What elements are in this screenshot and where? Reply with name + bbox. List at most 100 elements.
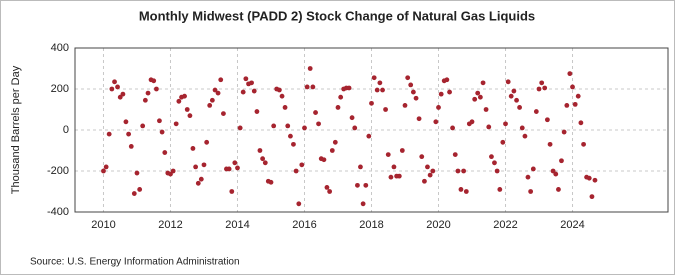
- y-tick-label: -400: [47, 206, 69, 218]
- point: [385, 152, 391, 158]
- point: [109, 86, 115, 92]
- point: [572, 101, 578, 107]
- point: [489, 154, 494, 160]
- point: [307, 66, 313, 71]
- point: [483, 107, 489, 112]
- point: [173, 121, 179, 127]
- point: [463, 189, 469, 194]
- point: [142, 97, 148, 103]
- point: [477, 94, 483, 100]
- point: [422, 178, 427, 184]
- point: [201, 162, 207, 168]
- point: [433, 119, 439, 125]
- point: [157, 118, 162, 124]
- point: [503, 121, 508, 127]
- point: [405, 75, 411, 81]
- point: [327, 189, 333, 194]
- point: [115, 84, 120, 90]
- point: [288, 133, 293, 139]
- point: [329, 148, 335, 153]
- point: [302, 125, 307, 131]
- point: [184, 107, 190, 112]
- point: [123, 119, 129, 125]
- point: [221, 111, 226, 116]
- x-tick-label: 2010: [91, 219, 115, 231]
- point: [162, 150, 168, 155]
- point: [358, 164, 363, 170]
- point: [438, 91, 444, 97]
- point: [276, 87, 282, 93]
- point: [226, 166, 232, 172]
- point: [380, 87, 385, 93]
- point: [505, 79, 511, 85]
- point: [559, 158, 564, 164]
- point: [310, 84, 316, 90]
- point: [134, 170, 140, 176]
- point: [475, 90, 481, 96]
- point: [207, 103, 213, 108]
- point: [249, 80, 254, 86]
- point: [377, 80, 383, 86]
- point: [578, 120, 584, 126]
- point: [285, 123, 291, 129]
- point: [497, 187, 503, 192]
- point: [251, 88, 257, 94]
- point: [128, 144, 134, 149]
- point: [182, 93, 187, 99]
- x-tick-label: 2020: [426, 219, 450, 231]
- point: [260, 156, 266, 162]
- x-tick-label: 2012: [158, 219, 182, 231]
- point: [282, 105, 288, 110]
- point: [316, 121, 321, 127]
- point: [299, 162, 305, 168]
- point: [528, 189, 534, 194]
- point: [212, 87, 218, 93]
- chart-title: Monthly Midwest (PADD 2) Stock Change of…: [139, 8, 535, 23]
- point: [416, 116, 422, 122]
- point: [369, 100, 374, 106]
- point: [514, 97, 519, 103]
- point: [131, 191, 137, 196]
- x-tick-label: 2024: [560, 219, 584, 231]
- point: [332, 139, 338, 145]
- point: [450, 125, 455, 131]
- point: [304, 84, 310, 90]
- point: [296, 201, 302, 207]
- point: [413, 95, 419, 101]
- point: [458, 187, 464, 192]
- point: [575, 93, 581, 99]
- point: [452, 152, 458, 158]
- point: [525, 174, 531, 180]
- point: [469, 119, 475, 125]
- point: [360, 201, 366, 207]
- point: [517, 105, 522, 110]
- point: [366, 133, 372, 139]
- y-tick-label: 200: [51, 83, 69, 95]
- point: [112, 79, 117, 85]
- y-axis-label: Thousand Barrels per Day: [10, 65, 22, 194]
- point: [190, 146, 196, 151]
- point: [494, 168, 500, 174]
- point: [232, 160, 238, 166]
- point: [500, 139, 506, 145]
- point: [592, 177, 598, 183]
- point: [187, 113, 193, 119]
- x-tick-label: 2014: [225, 219, 249, 231]
- point: [408, 82, 414, 88]
- x-tick-label: 2018: [359, 219, 383, 231]
- point: [427, 172, 433, 178]
- point: [154, 86, 159, 92]
- point: [313, 110, 318, 115]
- point: [430, 168, 436, 174]
- point: [391, 164, 397, 170]
- point: [547, 141, 553, 147]
- y-tick-label: -200: [47, 165, 69, 177]
- plot-area: [74, 47, 669, 213]
- point: [383, 107, 388, 112]
- point: [553, 171, 559, 177]
- point: [106, 131, 112, 137]
- point: [399, 148, 405, 153]
- x-tick-label: 2016: [292, 219, 316, 231]
